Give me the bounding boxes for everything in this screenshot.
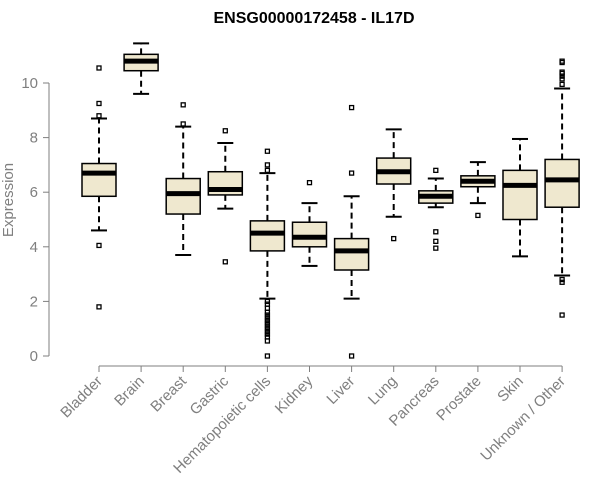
outlier-point (180, 102, 186, 108)
outlier-point (559, 81, 565, 88)
iqr-box (333, 237, 370, 271)
outlier-point (559, 73, 565, 79)
x-tick-label: Brain (111, 373, 148, 410)
x-tick-label: Liver (323, 373, 358, 408)
y-tick-label: 0 (30, 348, 38, 365)
x-tick-label: Skin (494, 373, 527, 406)
x-tick-label: Breast (147, 372, 190, 415)
outlier-point (264, 353, 271, 359)
box-hematopoietic-cells (249, 148, 286, 359)
outlier-point (391, 235, 397, 242)
outlier-point (264, 317, 271, 324)
outlier-point (559, 76, 565, 82)
outlier-point (264, 148, 271, 154)
box-brain (123, 42, 159, 95)
outlier-point (222, 128, 228, 134)
outlier-point (433, 245, 439, 251)
outlier-point (264, 305, 271, 311)
boxes (81, 42, 580, 359)
y-axis-label: Expression (0, 163, 17, 237)
iqr-box (165, 177, 201, 215)
box-lung (375, 128, 412, 242)
box-liver (333, 104, 370, 359)
box-bladder (81, 65, 117, 310)
outlier-point (559, 276, 565, 283)
box-unknown-other (544, 58, 580, 318)
outlier-point (264, 162, 271, 168)
outlier-point (264, 326, 271, 332)
outlier-point (348, 353, 355, 359)
outlier-point (475, 212, 481, 219)
box-pancreas (418, 167, 454, 251)
outlier-point (264, 298, 271, 305)
outlier-point (96, 65, 102, 71)
box-prostate (460, 161, 496, 219)
box-breast (165, 102, 201, 256)
iqr-box (502, 169, 538, 221)
outlier-point (222, 259, 228, 265)
box-kidney (291, 179, 328, 267)
outlier-point (264, 167, 271, 174)
outlier-point (180, 121, 186, 127)
iqr-box (81, 162, 117, 198)
outlier-point (96, 100, 102, 107)
outlier-point (96, 304, 102, 310)
outlier-point (264, 334, 271, 340)
y-tick-label: 2 (30, 293, 38, 310)
outlier-point (433, 229, 439, 235)
outlier-point (433, 238, 439, 244)
outlier-point (96, 242, 102, 249)
outlier-point (264, 312, 271, 318)
outlier-point (264, 309, 271, 315)
iqr-box (544, 158, 580, 208)
x-tick-label: Lung (365, 373, 401, 409)
outlier-point (348, 170, 355, 176)
x-tick-label: Bladder (57, 373, 106, 422)
outlier-point (559, 70, 565, 77)
box-gastric (207, 128, 244, 265)
y-tick-label: 10 (21, 75, 38, 92)
outlier-point (433, 167, 439, 174)
chart-title: ENSG00000172458 - IL17D (213, 10, 414, 27)
outlier-point (559, 312, 565, 318)
y-tick-label: 4 (30, 239, 38, 256)
x-tick-label: Prostate (433, 373, 485, 425)
outlier-point (264, 331, 271, 337)
y-tick-label: 8 (30, 130, 38, 147)
box-skin (502, 137, 538, 258)
outlier-point (306, 179, 313, 186)
outlier-point (264, 328, 271, 335)
y-tick-label: 6 (30, 184, 38, 201)
outlier-point (348, 104, 355, 111)
outlier-point (559, 59, 565, 66)
iqr-box (291, 221, 328, 248)
outlier-point (264, 315, 271, 321)
outlier-point (96, 113, 102, 119)
outlier-point (264, 338, 271, 344)
outlier-point (264, 320, 271, 326)
x-tick-label: Kidney (272, 372, 317, 417)
outlier-point (264, 301, 271, 307)
outlier-point (559, 279, 565, 285)
iqr-box (249, 220, 286, 252)
outlier-point (264, 323, 271, 329)
